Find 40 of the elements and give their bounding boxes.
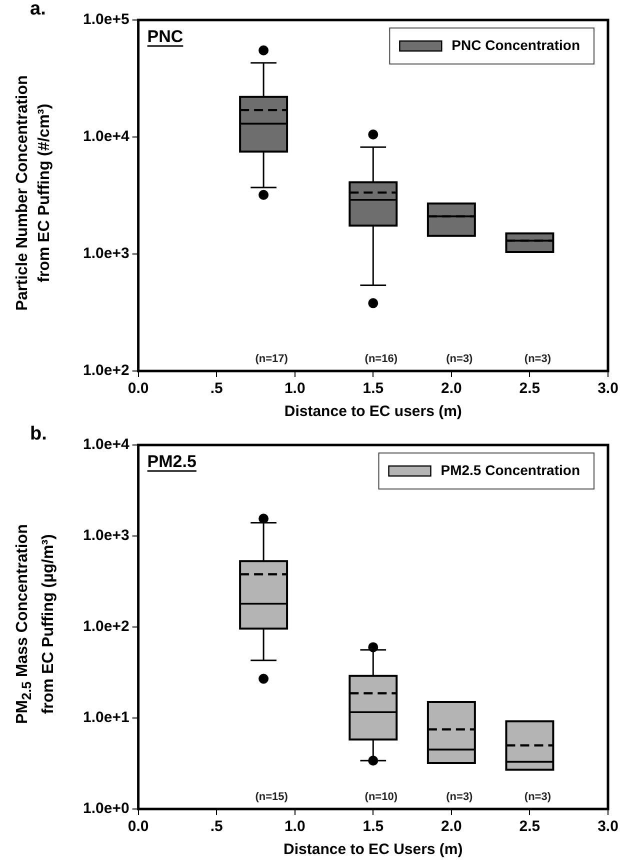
text: b. xyxy=(30,424,47,445)
y-tick-label: 1.0e+2 xyxy=(83,618,130,636)
annotation: (n=16) xyxy=(364,353,398,366)
x-tick-label: 1.0 xyxy=(284,380,306,398)
x-tick-label: 3.0 xyxy=(598,380,618,398)
x-tick-label: 0.0 xyxy=(128,818,149,836)
y-axis-title: Particle Number Concentration from EC Puffing (#/cm³) xyxy=(12,74,54,310)
x-tick-label: 2.5 xyxy=(519,380,540,398)
y-tick-label: 1.0e+1 xyxy=(83,709,130,726)
x-tick-label: 3.0 xyxy=(598,818,618,836)
y-tick-label: 1.0e+3 xyxy=(83,245,130,262)
x-tick-label: 2.5 xyxy=(519,818,540,836)
x-tick-label: 0.0 xyxy=(128,380,149,398)
y-tick-label: 1.0e+5 xyxy=(83,11,130,28)
annotation: (n=17) xyxy=(255,353,288,366)
x-tick-label: 1.5 xyxy=(362,818,384,836)
text: a. xyxy=(30,0,46,20)
y-tick-label: 1.0e+3 xyxy=(83,527,130,544)
x-tick-label: 1.0 xyxy=(284,818,306,836)
x-axis-title: Distance to EC users (m) xyxy=(284,403,462,420)
x-tick-label: 2.0 xyxy=(441,818,462,836)
x-tick-label: .5 xyxy=(210,380,223,398)
x-axis-title: Distance to EC Users (m) xyxy=(284,841,463,858)
annotation: (n=15) xyxy=(255,791,288,804)
annotation: (n=3) xyxy=(524,353,552,366)
chart-title: PM2.5 xyxy=(147,452,196,471)
x-tick-label: 2.0 xyxy=(441,380,462,398)
annotation: (n=3) xyxy=(446,791,474,804)
chart-title: PNC xyxy=(147,27,184,46)
annotation: (n=3) xyxy=(446,353,474,366)
legend-label: PNC Concentration xyxy=(452,36,580,53)
y-tick-label: 1.0e+0 xyxy=(83,800,130,818)
y-tick-label: 1.0e+4 xyxy=(83,128,130,146)
x-tick-label: 1.5 xyxy=(362,380,384,398)
x-tick-label: .5 xyxy=(210,818,223,836)
legend-label: PM2.5 Concentration xyxy=(440,462,580,478)
annotation: (n=10) xyxy=(364,791,398,804)
y-tick-label: 1.0e+2 xyxy=(83,362,130,380)
y-tick-label: 1.0e+4 xyxy=(83,436,130,454)
annotation: (n=3) xyxy=(524,791,552,804)
